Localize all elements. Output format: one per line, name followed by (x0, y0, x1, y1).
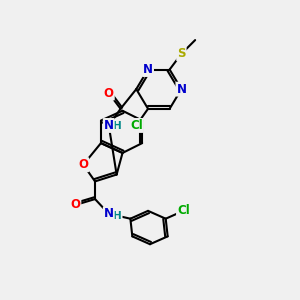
Text: O: O (70, 199, 80, 212)
Text: N: N (143, 63, 153, 76)
Text: O: O (78, 158, 88, 171)
Text: S: S (177, 47, 186, 60)
Text: Cl: Cl (130, 119, 142, 132)
Text: N: N (176, 82, 186, 96)
Text: N: N (104, 207, 114, 220)
Text: O: O (104, 87, 114, 100)
Text: N: N (104, 119, 114, 132)
Text: H: H (113, 122, 122, 131)
Text: H: H (113, 211, 122, 221)
Text: Cl: Cl (177, 204, 190, 218)
